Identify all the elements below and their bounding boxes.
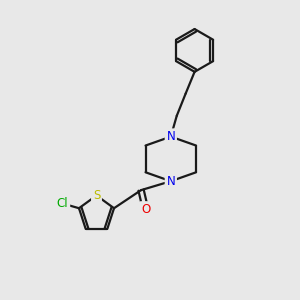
Text: O: O (141, 203, 150, 216)
Text: N: N (167, 130, 175, 143)
Text: S: S (93, 189, 100, 202)
Text: N: N (167, 175, 175, 188)
Text: Cl: Cl (57, 197, 68, 210)
